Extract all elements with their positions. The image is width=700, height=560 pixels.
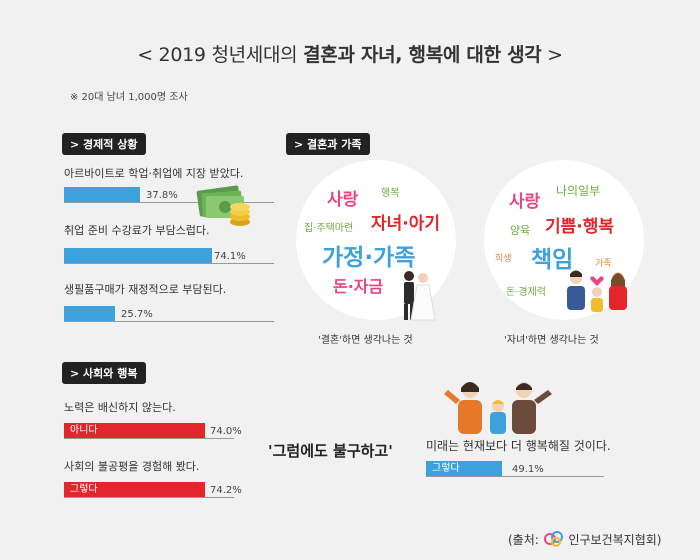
source-org: 인구보건복지협회): [568, 533, 662, 547]
economy-question-1: 아르바이트로 학업·취업에 지장 받았다.: [64, 167, 244, 180]
source-credit: (출처: 인구보건복지협회): [508, 531, 661, 548]
children-word-part-of-me: 나의일부: [556, 184, 601, 198]
society-bar-2: 그렇다: [64, 482, 205, 497]
future-question: 미래는 현재보다 더 행복해질 것이다.: [426, 439, 611, 453]
economy-question-2: 취업 준비 수강료가 부담스럽다.: [64, 224, 210, 237]
money-icon: [196, 185, 250, 226]
section-label-marriage: > 결혼과 가족: [286, 133, 371, 155]
society-value-1: 74.0%: [210, 426, 242, 437]
economy-baseline-2: [64, 263, 274, 264]
section-label-society: > 사회와 행복: [62, 362, 147, 384]
marriage-word-family: 가정·가족: [322, 245, 416, 271]
marriage-word-children: 자녀·아기: [371, 214, 441, 234]
children-word-joy: 기쁨·행복: [545, 217, 615, 237]
society-bar-1: 아니다: [64, 423, 205, 438]
economy-question-3: 생필품구매가 재정적으로 부담된다.: [64, 283, 227, 296]
society-baseline-2: [64, 497, 234, 498]
economy-bar-2: [64, 248, 212, 263]
economy-value-3: 25.7%: [121, 309, 153, 320]
children-word-love: 사랑: [509, 192, 541, 212]
children-caption: '자녀'하면 생각나는 것: [504, 335, 599, 346]
children-word-sacrifice: 희생: [495, 254, 512, 264]
future-baseline: [426, 476, 604, 477]
children-word-responsibility: 책임: [531, 247, 574, 273]
economy-value-2: 74.1%: [214, 251, 246, 262]
marriage-word-money: 돈·자금: [333, 277, 384, 296]
children-word-family: 가족: [595, 259, 612, 269]
page-title-bold: 결혼과 자녀, 행복에 대한 생각: [303, 44, 542, 66]
marriage-word-housing: 집·주택마련: [304, 223, 354, 234]
society-question-1: 노력은 배신하지 않는다.: [64, 401, 176, 414]
section-label-economy: > 경제적 상황: [62, 133, 147, 155]
marriage-word-happiness: 행복: [381, 188, 400, 199]
future-value: 49.1%: [512, 464, 544, 475]
survey-note: ※ 20대 남녀 1,000명 조사: [70, 92, 188, 103]
society-baseline-1: [64, 438, 234, 439]
children-word-economy: 돈·경제력: [506, 287, 546, 298]
economy-bar-3: [64, 306, 115, 321]
marriage-word-love: 사랑: [327, 190, 359, 210]
wedding-couple-icon: [404, 271, 436, 321]
source-label: (출처:: [508, 533, 543, 547]
family-icon: [567, 270, 627, 312]
society-question-2: 사회의 불공평을 경험해 봤다.: [64, 460, 200, 473]
source-logo-icon: [543, 531, 563, 547]
future-bar: 그렇다: [426, 461, 502, 476]
society-value-2: 74.2%: [210, 485, 242, 496]
economy-baseline-1: [64, 202, 274, 203]
nevertheless-phrase: '그럼에도 불구하고': [268, 442, 393, 460]
economy-baseline-3: [64, 321, 274, 322]
economy-value-1: 37.8%: [146, 190, 178, 201]
children-word-nurture: 양육: [510, 224, 531, 237]
happy-family-icon: [444, 382, 552, 434]
economy-bar-1: [64, 187, 140, 202]
page-title: < 2019 청년세대의 결혼과 자녀, 행복에 대한 생각 >: [137, 44, 563, 66]
marriage-caption: '결혼'하면 생각나는 것: [318, 335, 413, 346]
